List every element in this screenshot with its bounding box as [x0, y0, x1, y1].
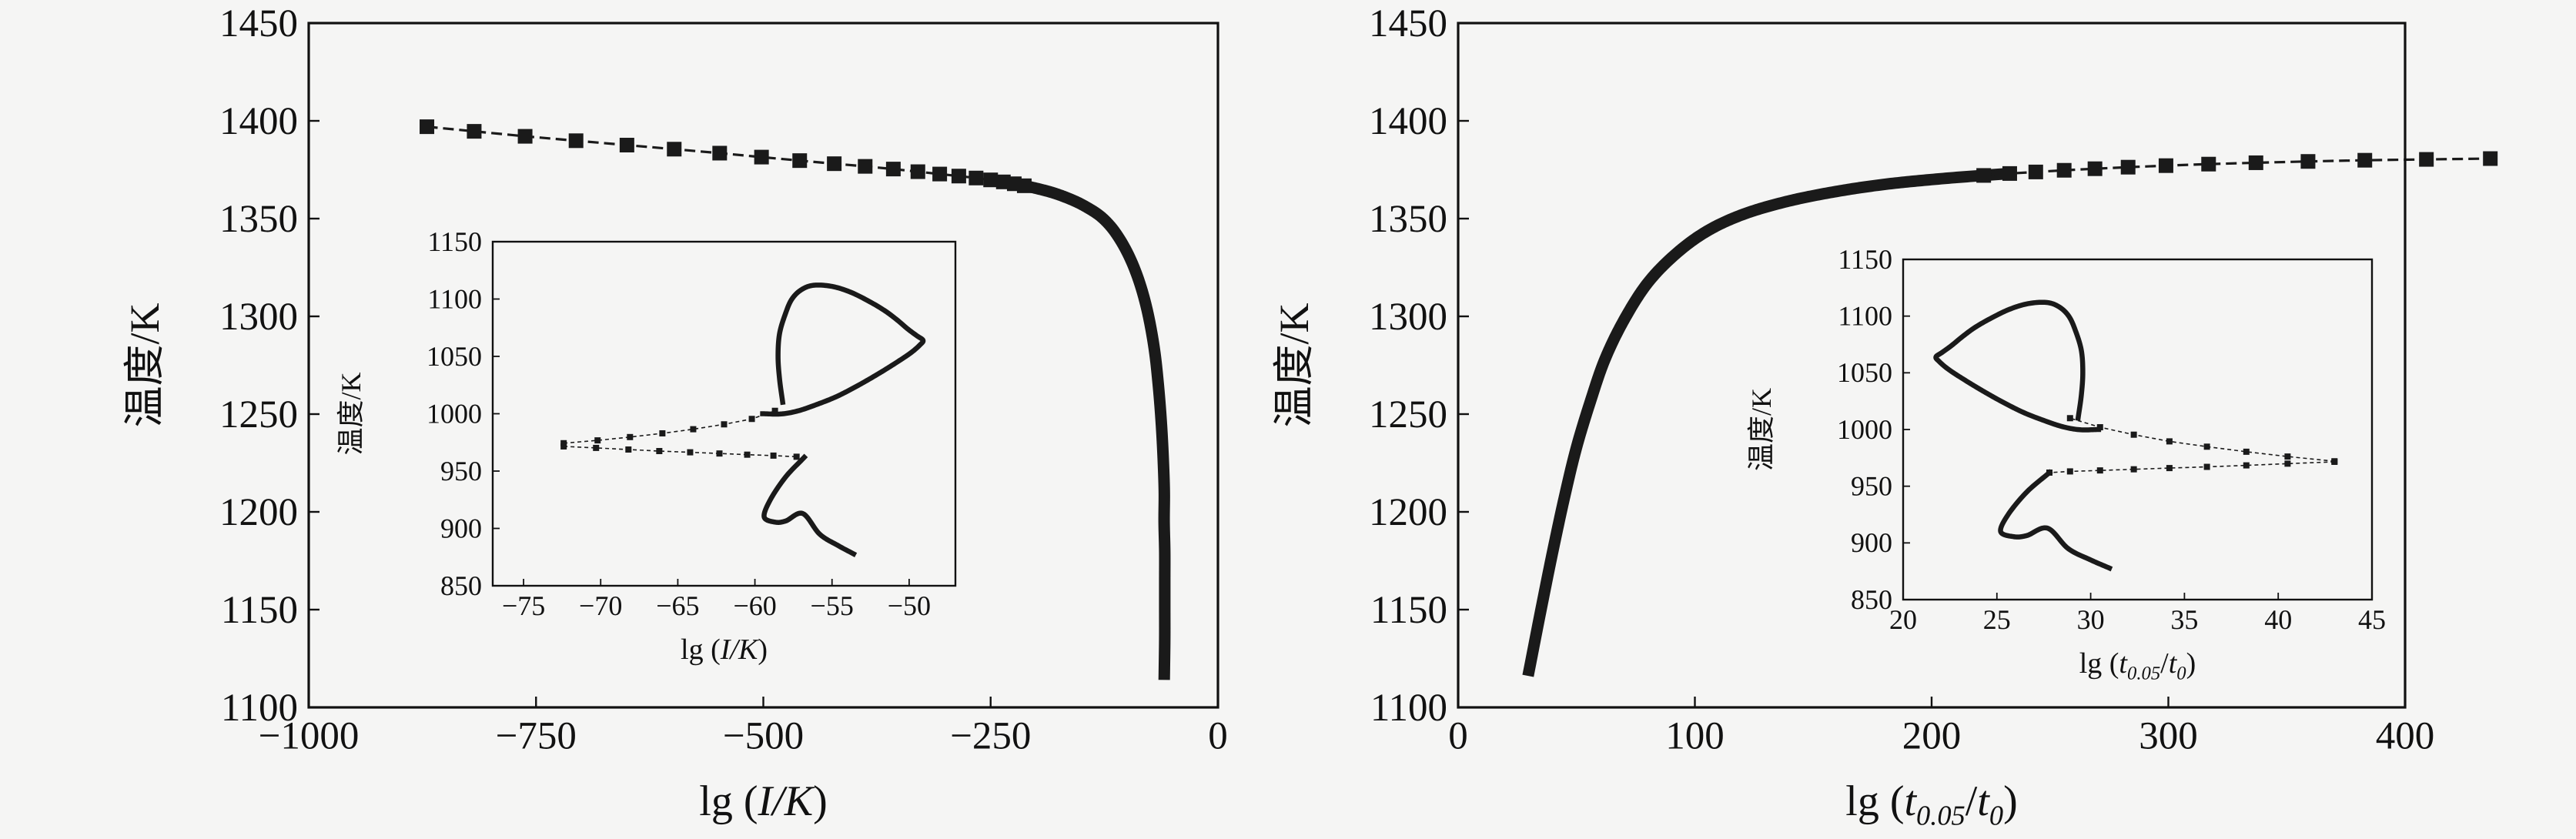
svg-text:1150: 1150: [1838, 244, 1892, 275]
svg-text:400: 400: [2376, 715, 2435, 758]
svg-text:0: 0: [1208, 715, 1228, 758]
svg-text:1400: 1400: [219, 100, 298, 143]
svg-text:200: 200: [1902, 715, 1962, 758]
svg-text:1050: 1050: [1837, 357, 1892, 388]
svg-text:1050: 1050: [427, 341, 482, 372]
svg-text:20: 20: [1889, 604, 1917, 635]
svg-text:1150: 1150: [221, 589, 298, 632]
svg-text:−60: −60: [733, 590, 776, 621]
svg-text:1300: 1300: [219, 296, 298, 339]
svg-text:−250: −250: [950, 715, 1031, 758]
svg-text:温度/K: 温度/K: [1271, 303, 1317, 427]
svg-text:1300: 1300: [1369, 296, 1447, 339]
svg-text:−500: −500: [723, 715, 804, 758]
svg-text:1250: 1250: [1369, 393, 1447, 436]
svg-text:45: 45: [2358, 604, 2386, 635]
svg-text:850: 850: [440, 570, 482, 601]
svg-text:1100: 1100: [427, 283, 482, 314]
svg-text:1150: 1150: [1370, 589, 1447, 632]
svg-text:900: 900: [440, 513, 482, 543]
svg-text:850: 850: [1851, 584, 1892, 615]
svg-text:1150: 1150: [427, 226, 482, 257]
svg-text:1450: 1450: [1369, 2, 1447, 45]
svg-text:1350: 1350: [1369, 198, 1447, 241]
svg-text:温度/K: 温度/K: [336, 372, 366, 455]
svg-text:lg (I/K): lg (I/K): [699, 777, 827, 825]
svg-text:−70: −70: [579, 590, 622, 621]
svg-text:−750: −750: [496, 715, 577, 758]
svg-text:100: 100: [1665, 715, 1725, 758]
svg-text:900: 900: [1851, 527, 1892, 558]
svg-text:1100: 1100: [1370, 687, 1447, 730]
svg-text:1100: 1100: [1838, 301, 1892, 332]
svg-text:300: 300: [2139, 715, 2198, 758]
svg-text:1000: 1000: [1837, 414, 1892, 445]
svg-text:1450: 1450: [219, 2, 298, 45]
svg-text:−75: −75: [502, 590, 545, 621]
svg-text:1000: 1000: [427, 398, 482, 429]
svg-text:0: 0: [1448, 715, 1468, 758]
svg-text:−55: −55: [811, 590, 854, 621]
svg-text:1200: 1200: [1369, 491, 1447, 534]
svg-text:1400: 1400: [1369, 100, 1447, 143]
svg-text:lg (I/K): lg (I/K): [681, 633, 768, 666]
svg-text:950: 950: [1851, 471, 1892, 502]
svg-text:1250: 1250: [219, 393, 298, 436]
svg-text:温度/K: 温度/K: [1746, 388, 1777, 471]
svg-text:1350: 1350: [219, 198, 298, 241]
svg-text:950: 950: [440, 456, 482, 486]
svg-text:40: 40: [2264, 604, 2292, 635]
svg-text:25: 25: [1983, 604, 2011, 635]
svg-text:−65: −65: [656, 590, 699, 621]
svg-text:30: 30: [2077, 604, 2105, 635]
svg-text:35: 35: [2170, 604, 2198, 635]
svg-text:−50: −50: [888, 590, 931, 621]
svg-text:1200: 1200: [219, 491, 298, 534]
svg-text:1100: 1100: [221, 687, 298, 730]
svg-text:温度/K: 温度/K: [122, 303, 168, 427]
